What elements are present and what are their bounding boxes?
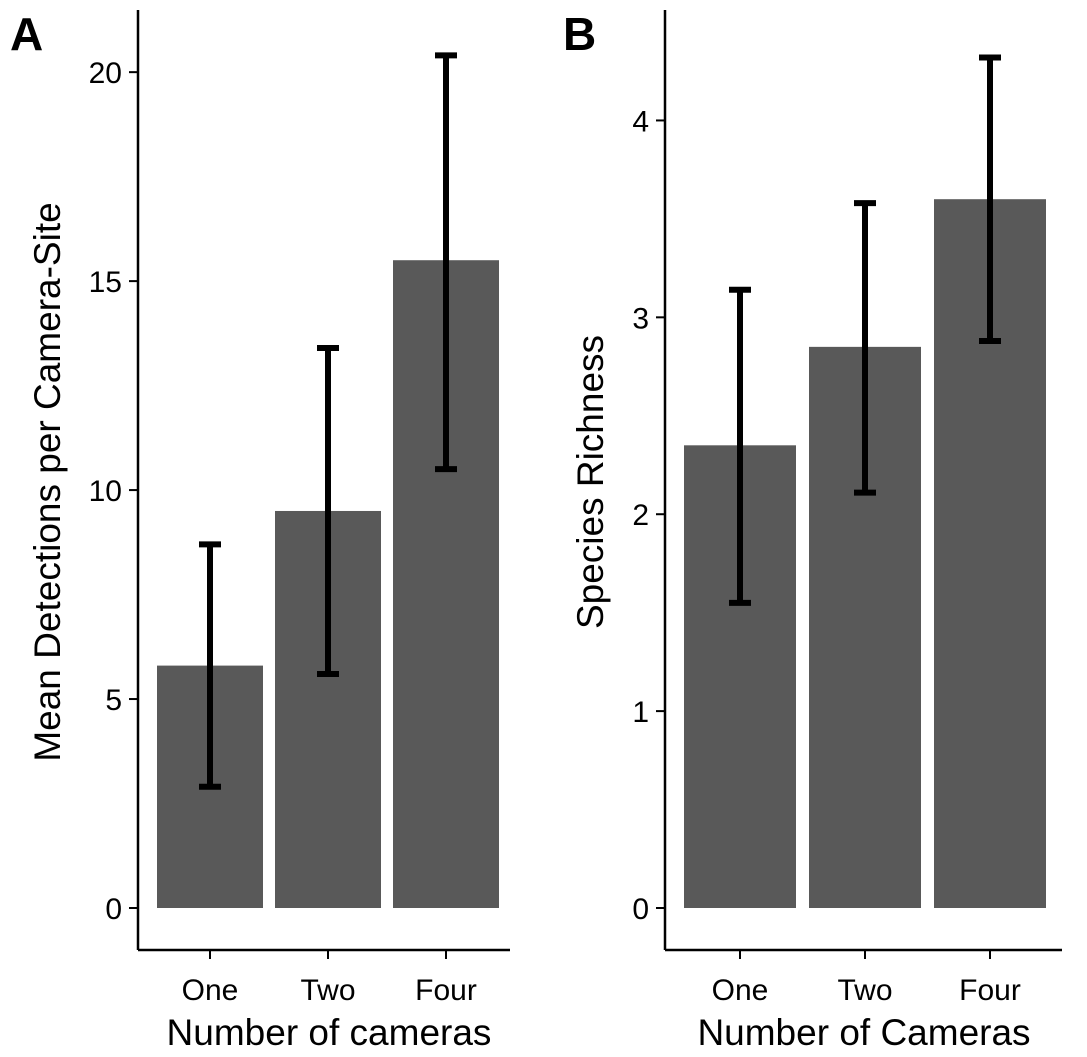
panel-a-tag: A bbox=[10, 8, 43, 60]
panel-b-x-tick-label: One bbox=[712, 974, 769, 1007]
panel-a-y-axis-title: Mean Detections per Camera-Site bbox=[27, 202, 68, 761]
panel-b-x-tick-label: Four bbox=[959, 974, 1021, 1007]
panel-a-x-tick-label: Two bbox=[300, 974, 355, 1007]
panel-a-x-tick-label: One bbox=[182, 974, 239, 1007]
panel-b-x-tick-label: Two bbox=[837, 974, 892, 1007]
panel-a-y-tick-label: 10 bbox=[89, 475, 122, 508]
panel-a-y-tick-label: 20 bbox=[89, 57, 122, 90]
panel-b-y-tick-label: 2 bbox=[632, 499, 649, 532]
panel-b-y-tick-label: 1 bbox=[632, 696, 649, 729]
panel-b-y-axis-title: Species Richness bbox=[570, 335, 611, 629]
panel-b-y-tick-label: 3 bbox=[632, 302, 649, 335]
panel-a-y-tick-label: 0 bbox=[105, 893, 122, 926]
panel-b-y-tick-label: 4 bbox=[632, 105, 649, 138]
panel-a-x-tick-label: Four bbox=[415, 974, 477, 1007]
panel-a-y-tick-label: 15 bbox=[89, 266, 122, 299]
panel-a-y-tick-label: 5 bbox=[105, 684, 122, 717]
panel-b: B Species Richness Number of Cameras 0 1 2… bbox=[563, 8, 1062, 1053]
panel-a-x-axis-title: Number of cameras bbox=[167, 1012, 492, 1053]
panel-a: A Mean Detections per Camera-Site Number… bbox=[10, 8, 510, 1053]
panel-b-x-axis-title: Number of Cameras bbox=[697, 1012, 1030, 1053]
panel-b-y-tick-label: 0 bbox=[632, 893, 649, 926]
panel-b-tag: B bbox=[563, 8, 596, 60]
